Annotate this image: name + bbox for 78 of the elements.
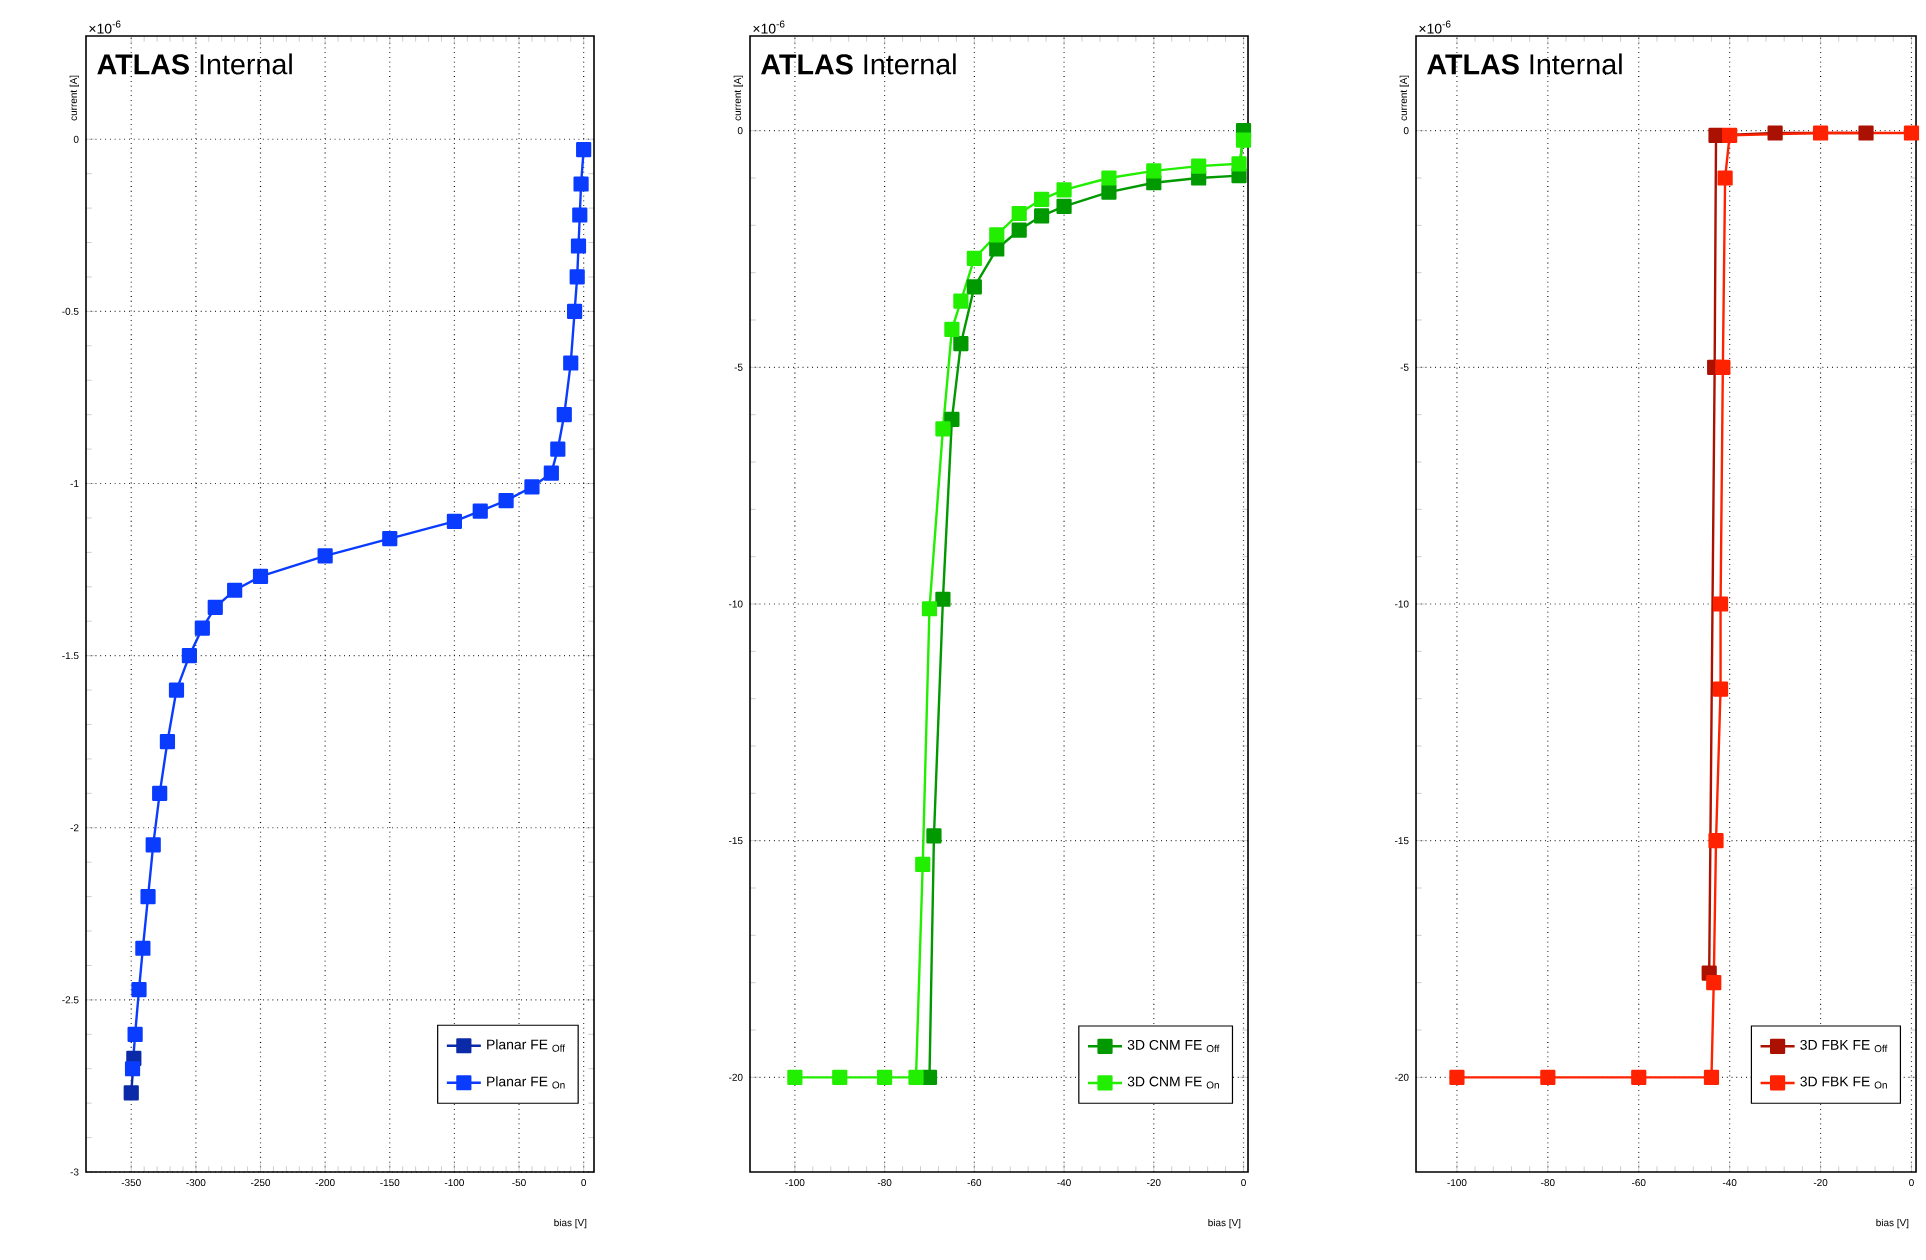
point xyxy=(966,279,982,295)
point xyxy=(1858,125,1874,141)
point xyxy=(787,1069,803,1085)
point xyxy=(1722,127,1738,143)
point xyxy=(572,207,588,223)
point xyxy=(556,407,572,423)
point xyxy=(573,176,589,192)
point xyxy=(935,421,951,437)
point xyxy=(832,1069,848,1085)
point xyxy=(207,599,223,616)
point xyxy=(915,856,931,872)
point xyxy=(953,293,969,309)
point xyxy=(1712,596,1729,612)
point xyxy=(194,620,210,636)
point xyxy=(135,940,151,956)
point xyxy=(123,1085,139,1101)
point xyxy=(989,241,1005,257)
point xyxy=(181,648,198,664)
point xyxy=(1706,975,1722,991)
point xyxy=(498,493,514,509)
point xyxy=(1449,1069,1465,1085)
point xyxy=(131,981,147,998)
point xyxy=(921,601,938,617)
point xyxy=(935,591,951,607)
point xyxy=(446,513,462,529)
point xyxy=(877,1069,893,1085)
point xyxy=(168,682,185,698)
point xyxy=(567,303,583,319)
point xyxy=(159,734,176,750)
point xyxy=(563,355,579,371)
point xyxy=(1034,208,1050,224)
point xyxy=(1708,833,1724,849)
point xyxy=(317,548,333,564)
point xyxy=(1034,191,1050,207)
point xyxy=(1101,170,1117,186)
point xyxy=(1712,681,1729,697)
point xyxy=(576,141,592,158)
point xyxy=(966,250,982,267)
point xyxy=(926,828,942,844)
point xyxy=(953,336,969,352)
point xyxy=(1146,163,1162,179)
point xyxy=(472,503,488,519)
point xyxy=(908,1069,924,1085)
chart-title: ATLAS Internal xyxy=(1427,53,1622,75)
point xyxy=(1540,1069,1556,1085)
point xyxy=(989,227,1005,243)
point xyxy=(382,530,398,547)
point xyxy=(1767,125,1783,141)
point xyxy=(1056,182,1072,198)
point xyxy=(127,1026,143,1042)
point xyxy=(1101,184,1117,200)
point xyxy=(124,1061,141,1077)
point xyxy=(1056,198,1072,214)
point xyxy=(1717,170,1733,186)
chart-title: ATLAS Internal xyxy=(761,53,956,75)
point xyxy=(145,837,161,853)
point xyxy=(944,321,960,338)
point xyxy=(1011,205,1027,222)
point xyxy=(570,238,587,254)
point xyxy=(1708,127,1724,143)
point xyxy=(1812,125,1829,141)
point xyxy=(1903,125,1920,141)
point xyxy=(152,785,168,801)
point xyxy=(550,441,566,457)
point xyxy=(1631,1069,1647,1085)
point xyxy=(1703,1069,1720,1085)
point xyxy=(252,568,269,585)
point xyxy=(569,269,585,285)
point xyxy=(1191,158,1207,174)
point xyxy=(1715,359,1731,375)
point xyxy=(227,582,243,598)
point xyxy=(543,465,559,481)
point xyxy=(524,479,540,495)
chart-title: ATLAS Internal xyxy=(97,53,292,75)
point xyxy=(1011,222,1027,238)
point xyxy=(1231,156,1247,172)
point xyxy=(140,889,156,905)
point xyxy=(1235,132,1252,148)
